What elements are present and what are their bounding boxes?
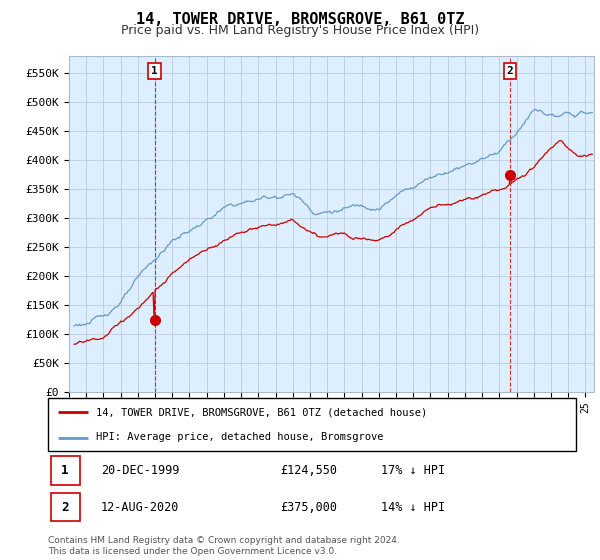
Text: HPI: Average price, detached house, Bromsgrove: HPI: Average price, detached house, Brom… — [95, 432, 383, 442]
Text: 1: 1 — [61, 464, 68, 477]
Text: 2: 2 — [506, 66, 514, 76]
Text: £375,000: £375,000 — [280, 501, 337, 514]
Text: Contains HM Land Registry data © Crown copyright and database right 2024.
This d: Contains HM Land Registry data © Crown c… — [48, 536, 400, 556]
Text: 14, TOWER DRIVE, BROMSGROVE, B61 0TZ (detached house): 14, TOWER DRIVE, BROMSGROVE, B61 0TZ (de… — [95, 408, 427, 418]
Text: 20-DEC-1999: 20-DEC-1999 — [101, 464, 179, 477]
Text: 1: 1 — [151, 66, 158, 76]
Text: 17% ↓ HPI: 17% ↓ HPI — [380, 464, 445, 477]
Text: 12-AUG-2020: 12-AUG-2020 — [101, 501, 179, 514]
Text: 14% ↓ HPI: 14% ↓ HPI — [380, 501, 445, 514]
Bar — [50, 493, 80, 521]
Text: 14, TOWER DRIVE, BROMSGROVE, B61 0TZ: 14, TOWER DRIVE, BROMSGROVE, B61 0TZ — [136, 12, 464, 27]
Text: 2: 2 — [61, 501, 68, 514]
Bar — [50, 456, 80, 484]
Text: Price paid vs. HM Land Registry's House Price Index (HPI): Price paid vs. HM Land Registry's House … — [121, 24, 479, 37]
Text: £124,550: £124,550 — [280, 464, 337, 477]
